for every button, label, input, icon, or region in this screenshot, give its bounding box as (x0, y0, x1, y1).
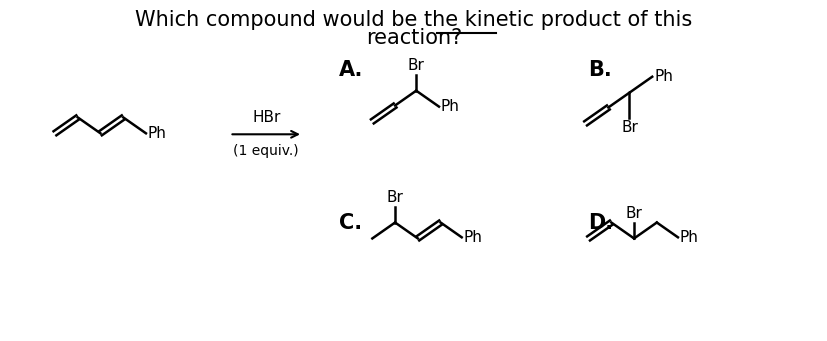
Text: C.: C. (338, 212, 361, 233)
Text: Br: Br (625, 206, 642, 221)
Text: HBr: HBr (251, 110, 280, 125)
Text: A.: A. (338, 60, 362, 80)
Text: (1 equiv.): (1 equiv.) (233, 144, 299, 158)
Text: Br: Br (620, 120, 637, 135)
Text: Ph: Ph (463, 230, 482, 245)
Text: Ph: Ph (441, 99, 459, 114)
Text: D.: D. (588, 212, 613, 233)
Text: Ph: Ph (679, 230, 698, 245)
Text: B.: B. (588, 60, 612, 80)
Text: reaction?: reaction? (366, 28, 461, 48)
Text: Ph: Ph (653, 69, 672, 84)
Text: Br: Br (407, 58, 424, 73)
Text: Br: Br (386, 190, 403, 205)
Text: Which compound would be the kinetic product of this: Which compound would be the kinetic prod… (135, 10, 692, 30)
Text: Ph: Ph (148, 126, 166, 141)
